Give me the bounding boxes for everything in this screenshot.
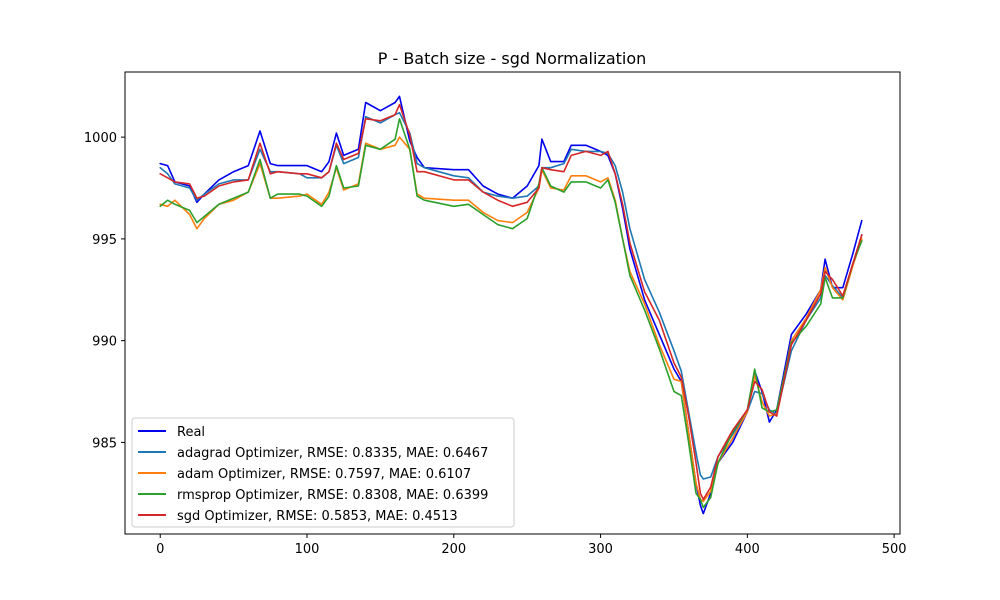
legend: Real adagrad Optimizer, RMSE: 0.8335, MAE… xyxy=(131,417,515,528)
legend-box xyxy=(131,417,515,528)
series-line-4 xyxy=(159,103,863,501)
x-axis: 0 100 200 300 400 500 xyxy=(156,534,907,557)
legend-label-1: adagrad Optimizer, RMSE: 0.8335, MAE: 0.… xyxy=(177,446,488,461)
legend-label-2: adam Optimizer, RMSE: 0.7597, MAE: 0.610… xyxy=(177,467,471,482)
y-axis: 985 990 995 1000 xyxy=(84,131,125,451)
chart-title: P - Batch size - sgd Normalization xyxy=(378,49,647,68)
y-tick-label: 1000 xyxy=(84,131,117,146)
legend-label-4: sgd Optimizer, RMSE: 0.5853, MAE: 0.4513 xyxy=(177,509,458,524)
y-tick-label: 990 xyxy=(92,335,117,350)
y-tick-label: 985 xyxy=(92,436,117,451)
y-tick-label: 995 xyxy=(92,233,117,248)
plot-frame xyxy=(124,71,901,535)
x-tick-label: 0 xyxy=(156,542,164,557)
legend-label-3: rmsprop Optimizer, RMSE: 0.8308, MAE: 0.… xyxy=(177,488,488,503)
legend-label-0: Real xyxy=(177,425,205,440)
x-tick-label: 300 xyxy=(588,542,613,557)
x-tick-label: 400 xyxy=(735,542,760,557)
x-tick-label: 500 xyxy=(882,542,907,557)
series-layer xyxy=(159,95,863,515)
x-tick-label: 100 xyxy=(295,542,320,557)
x-tick-label: 200 xyxy=(441,542,466,557)
